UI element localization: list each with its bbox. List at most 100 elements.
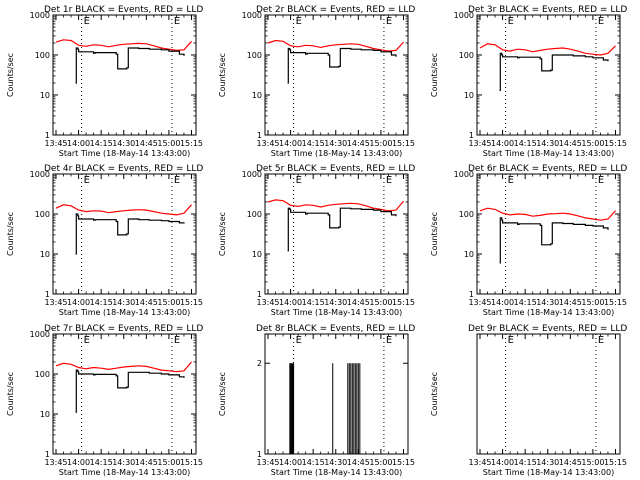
x-tick-label: 15:15 [604,139,627,148]
series-events-line [499,217,609,264]
series-lld-line [267,199,404,212]
chart-title: Det 4r BLACK = Events, RED = LLD [44,164,203,174]
chart-panel-5: Det 5r BLACK = Events, RED = LLD Counts/s… [218,164,415,317]
event-marker-label: E [508,175,514,186]
chart-panel-8: Det 8r BLACK = Events, RED = LLD Counts/s… [218,324,415,477]
x-tick-label: 15:00 [581,458,604,467]
x-tick-label: 15:15 [180,139,203,148]
chart-title: Det 8r BLACK = Events, RED = LLD [256,324,415,334]
x-tick-label: 15:15 [392,139,415,148]
x-axis-label: Start Time (18-May-14 13:43:00) [271,149,402,158]
x-axis-label: Start Time (18-May-14 13:43:00) [59,308,190,317]
x-tick-label: 14:45 [559,298,582,307]
x-tick-label: 14:45 [559,139,582,148]
series-lld-line [55,204,192,216]
plot-frame [52,173,197,295]
x-tick-label: 15:15 [180,458,203,467]
x-tick-label: 15:00 [157,458,180,467]
series-events-line [75,47,185,84]
y-tick-label: 10 [40,410,50,419]
y-tick-label: 100 [35,210,50,219]
x-tick-label: 14:15 [514,298,537,307]
x-tick-label: 14:00 [279,458,302,467]
event-marker-label: E [84,335,90,346]
x-tick-label: 14:45 [347,458,370,467]
x-tick-label: 13:45 [44,458,67,467]
event-marker-label: E [296,175,302,186]
event-marker-label: E [296,16,302,27]
x-tick-label: 14:45 [347,139,370,148]
y-tick-label: 2 [257,359,262,368]
y-tick-label: 100 [35,51,50,60]
x-tick-label: 14:15 [90,139,113,148]
y-axis-label: Counts/sec [430,372,439,416]
event-marker-label: E [598,16,604,27]
x-tick-label: 14:00 [67,139,90,148]
x-tick-label: 14:00 [491,298,514,307]
y-tick-label: 1 [257,450,262,459]
x-tick-label: 14:00 [279,298,302,307]
series-lld-line [479,43,616,56]
y-tick-label: 100 [459,210,474,219]
y-tick-label: 10 [464,250,474,259]
y-tick-label: 1 [45,450,50,459]
event-marker-label: E [508,335,514,346]
event-marker-label: E [174,335,180,346]
x-tick-label: 14:30 [536,298,559,307]
x-tick-label: 13:45 [468,458,491,467]
chart-panel-1: Det 1r BLACK = Events, RED = LLD Counts/s… [6,5,203,158]
series-lld-line [479,207,616,221]
x-tick-label: 14:15 [514,139,537,148]
event-marker-label: E [386,175,392,186]
chart-title: Det 7r BLACK = Events, RED = LLD [44,324,203,334]
y-tick-label: 1 [257,131,262,140]
plot-frame [476,14,621,136]
x-tick-label: 15:15 [604,298,627,307]
series-events-line [499,52,609,91]
x-tick-label: 13:45 [44,139,67,148]
x-tick-label: 14:00 [491,139,514,148]
event-marker-label: E [508,16,514,27]
y-axis-label: Counts/sec [6,212,15,256]
x-tick-label: 14:00 [491,458,514,467]
chart-title: Det 5r BLACK = Events, RED = LLD [256,164,415,174]
x-tick-label: 15:15 [180,298,203,307]
x-tick-label: 14:30 [112,298,135,307]
y-axis-label: Counts/sec [218,372,227,416]
x-axis-label: Start Time (18-May-14 13:43:00) [271,308,402,317]
event-marker-label: E [386,335,392,346]
series-lld-line [267,39,404,52]
x-tick-label: 15:00 [581,298,604,307]
y-tick-label: 1000 [30,11,50,20]
x-axis-label: Start Time (18-May-14 13:43:00) [483,308,614,317]
event-marker-label: E [174,16,180,27]
chart-title: Det 3r BLACK = Events, RED = LLD [468,5,627,15]
y-axis-label: Counts/sec [218,212,227,256]
series-events-line [287,207,397,252]
event-marker-label: E [598,335,604,346]
y-tick-label: 100 [35,370,50,379]
x-tick-label: 15:15 [392,298,415,307]
x-axis-label: Start Time (18-May-14 13:43:00) [483,468,614,477]
chart-panel-3: Det 3r BLACK = Events, RED = LLD Counts/s… [430,5,627,158]
x-tick-label: 14:30 [324,458,347,467]
x-tick-label: 15:00 [369,139,392,148]
x-tick-label: 15:00 [157,139,180,148]
x-tick-label: 15:00 [369,298,392,307]
chart-title: Det 1r BLACK = Events, RED = LLD [44,5,203,15]
event-marker-label: E [84,175,90,186]
x-tick-label: 14:45 [135,139,158,148]
y-tick-label: 100 [247,210,262,219]
y-tick-label: 10 [252,250,262,259]
y-tick-label: 1000 [454,170,474,179]
y-axis-label: Counts/sec [218,53,227,97]
y-tick-label: 1000 [242,170,262,179]
x-tick-label: 15:15 [604,458,627,467]
x-tick-label: 14:00 [279,139,302,148]
chart-title: Det 6r BLACK = Events, RED = LLD [468,164,627,174]
y-tick-label: 1 [45,131,50,140]
y-tick-label: 1 [257,290,262,299]
x-tick-label: 13:45 [256,139,279,148]
x-tick-label: 14:15 [90,458,113,467]
plot-frame [52,333,197,455]
